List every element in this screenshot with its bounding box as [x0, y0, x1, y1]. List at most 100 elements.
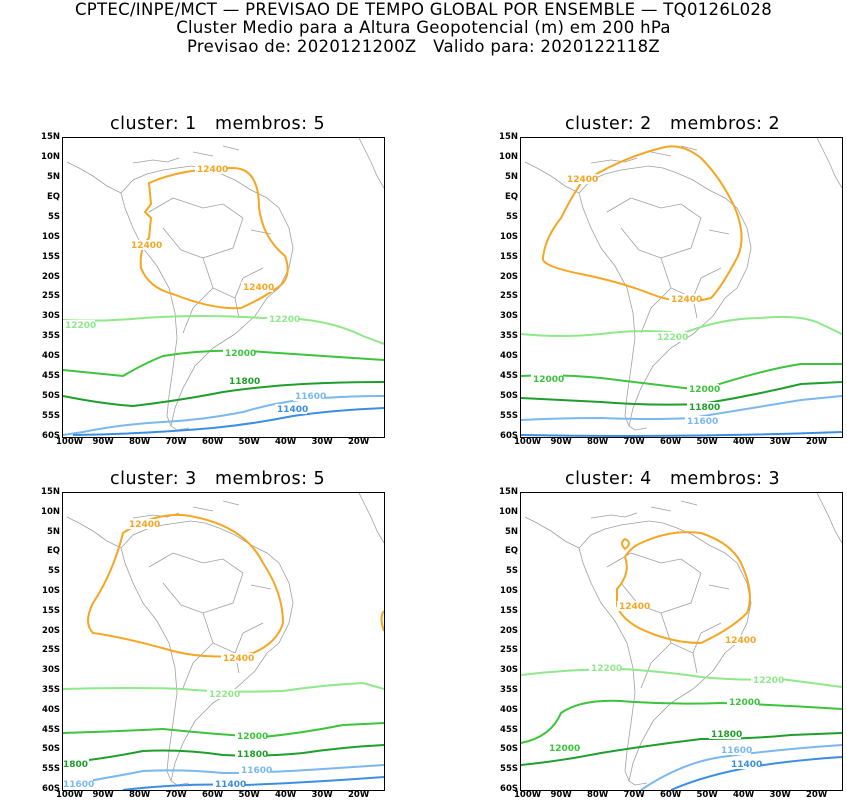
contour-11400 [72, 407, 384, 436]
lat-tick-label: 45S [500, 371, 518, 382]
lat-tick-label: 10S [500, 231, 518, 242]
contour-label-bg [617, 601, 649, 611]
map-svg: 12400 12400 12200 12000 12000 11800 11600 [521, 138, 842, 437]
panel-cluster-3: cluster: 3 membros: 5 12400 12400 12200 120… [0, 465, 420, 803]
lat-tick-label: 35S [500, 685, 518, 695]
contour-label-bg [685, 416, 717, 426]
lat-tick-label: EQ [504, 191, 518, 202]
coastline [524, 161, 580, 194]
lat-tick-label: EQ [46, 546, 60, 557]
contour-label: 12400 [129, 520, 160, 530]
lat-tick-label: 10N [499, 506, 518, 517]
lon-tick-label: 50W [238, 790, 260, 800]
contour-label-bg [63, 779, 93, 789]
contour-12000 [63, 722, 384, 739]
coastline [66, 516, 122, 549]
contour-11800 [521, 381, 842, 406]
contour-label: 11600 [295, 392, 326, 402]
contour-label-bg [669, 294, 701, 304]
contour-label: 12400 [131, 241, 162, 251]
lon-tick-label: 80W [587, 790, 609, 800]
lat-tick-label: 5N [46, 526, 60, 537]
lat-tick-label: 55S [42, 764, 60, 775]
contour-label-bg [719, 745, 751, 755]
lat-tick-label: 60S [42, 431, 60, 441]
contour-11600 [640, 744, 842, 790]
lat-tick-label: 25S [500, 645, 518, 656]
lat-tick-label: 60S [500, 431, 518, 441]
contour-label-bg [227, 376, 259, 386]
coastline [358, 493, 384, 544]
lat-tick-label: 20S [42, 271, 60, 282]
contour-label-bg [589, 663, 621, 673]
coastline [358, 138, 384, 189]
lon-tick-label: 80W [129, 437, 151, 447]
lat-tick-label: 60S [42, 784, 60, 794]
contour-label: 11600 [687, 417, 718, 427]
contour-label-bg [127, 519, 159, 529]
lat-tick-label: 20S [500, 271, 518, 282]
lon-tick-label: 60W [660, 437, 682, 447]
lon-tick-label: 90W [550, 790, 572, 800]
panel-cluster-1: cluster: 1 membros: 5 12400 12400 12400 122… [0, 110, 420, 450]
contour-label: 11800 [229, 377, 260, 387]
lon-tick-label: 70W [165, 790, 187, 800]
contour-label: 12200 [657, 333, 688, 343]
contour-label: 12400 [243, 283, 274, 293]
lon-tick-label: 60W [202, 437, 224, 447]
contour-11600 [63, 395, 384, 436]
contour-label: 11600 [63, 780, 94, 790]
contour-label: 11400 [277, 405, 308, 415]
lon-tick-label: 40W [733, 790, 755, 800]
lon-tick-label: 40W [275, 790, 297, 800]
lat-tick-label: 15S [42, 605, 60, 616]
contour-label: 11400 [731, 760, 762, 770]
contour-12200 [63, 315, 384, 345]
lon-tick-label: 100W [514, 437, 542, 447]
lat-tick-label: 10N [41, 506, 60, 517]
contour-label-bg [63, 759, 89, 769]
lon-tick-label: 60W [202, 790, 224, 800]
coastline [66, 161, 122, 194]
lat-tick-label: 35S [500, 331, 518, 342]
map-frame: 12400 12400 12200 12200 12000 12000 11800 11600… [520, 492, 843, 791]
lat-tick-label: 30S [42, 311, 60, 322]
lat-tick-label: 50S [500, 744, 518, 755]
contour-label-bg [709, 729, 741, 739]
contour-label: 12200 [209, 690, 240, 700]
lat-tick-label: 35S [42, 685, 60, 695]
lat-tick-label: 60S [500, 784, 518, 794]
country-borders [606, 197, 730, 334]
contour-label: 12400 [197, 165, 228, 175]
lon-tick-label: 100W [56, 790, 84, 800]
contour-11400 [122, 776, 384, 790]
contour-label: 11600 [241, 766, 272, 776]
lon-tick-label: 20W [806, 790, 828, 800]
contour-label: 11400 [215, 780, 246, 790]
lat-tick-label: 40S [42, 704, 60, 715]
coastline [578, 165, 752, 431]
lat-tick-label: 55S [500, 764, 518, 775]
contour-label-bg [727, 697, 759, 707]
contour-label-bg [751, 675, 783, 685]
lon-tick-label: 50W [696, 437, 718, 447]
lat-tick-label: 15N [499, 132, 518, 142]
coastline [578, 547, 636, 782]
lat-tick-label: 55S [500, 411, 518, 422]
contour-label-bg [687, 384, 719, 394]
contour-11800 [63, 744, 384, 764]
contour-12000 [521, 363, 842, 392]
lat-tick-label: 30S [42, 665, 60, 676]
coastline [120, 520, 294, 786]
contour-label-bg [241, 282, 273, 292]
contour-label: 12000 [729, 698, 760, 708]
contour-11600 [63, 764, 384, 786]
lon-tick-label: 20W [348, 437, 370, 447]
lat-tick-label: 15S [42, 251, 60, 262]
lon-tick-label: 80W [587, 437, 609, 447]
contour-label-bg [531, 374, 563, 384]
contour-11800 [521, 732, 842, 766]
lat-tick-label: 50S [42, 744, 60, 755]
country-borders [148, 197, 272, 334]
lat-tick-label: 50S [42, 391, 60, 402]
